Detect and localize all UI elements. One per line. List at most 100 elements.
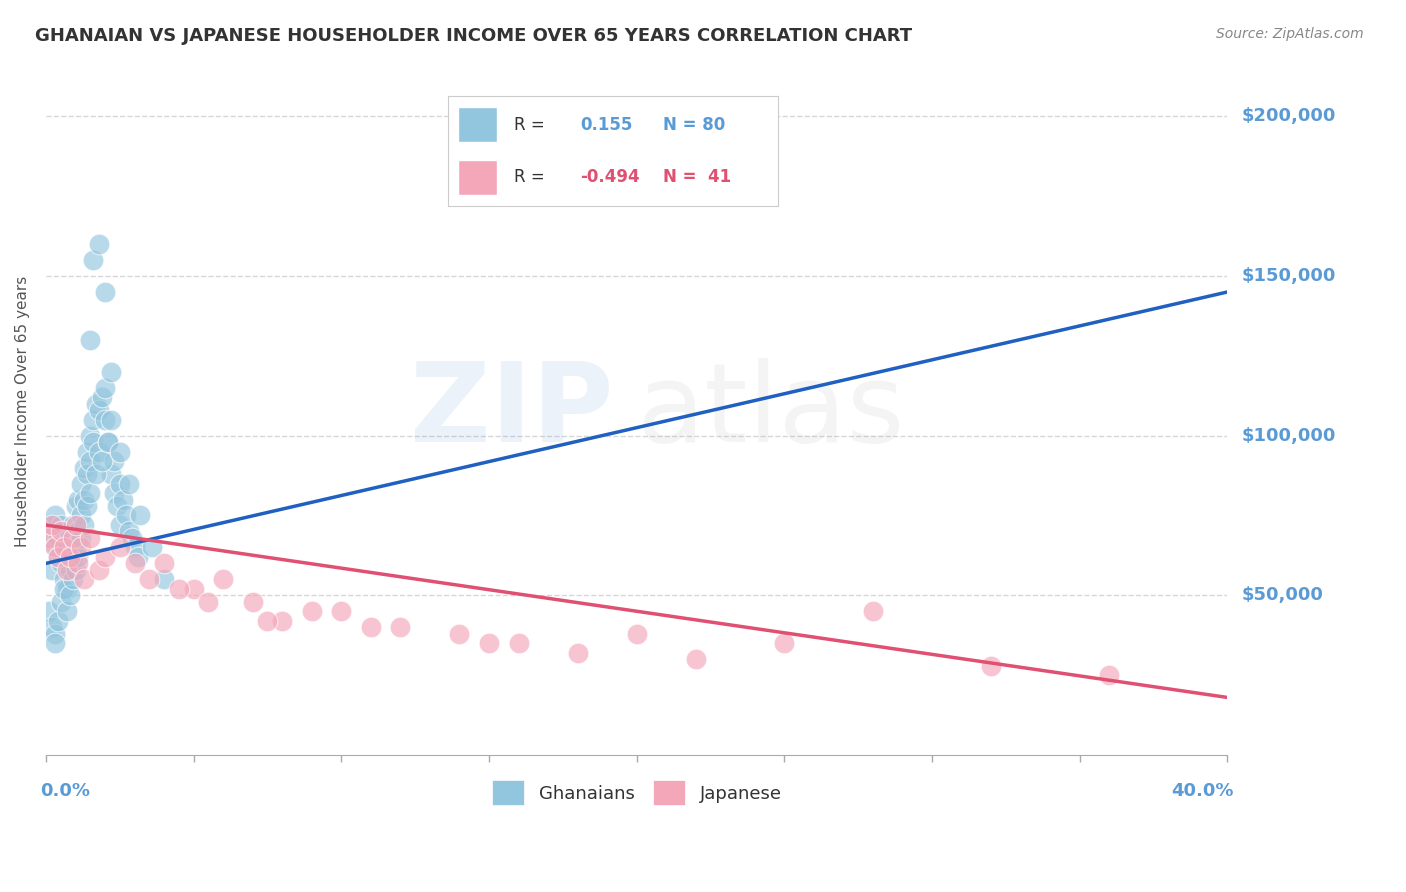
- Point: [52, 572, 75, 586]
- Text: ZIP: ZIP: [409, 359, 613, 466]
- Point: [100, 413, 122, 427]
- Point: [685, 652, 707, 666]
- Point: [330, 604, 353, 618]
- Point: [79, 454, 101, 468]
- Point: [256, 614, 278, 628]
- Point: [70, 531, 93, 545]
- Point: [108, 444, 131, 458]
- Text: Source: ZipAtlas.com: Source: ZipAtlas.com: [1216, 27, 1364, 41]
- Point: [65, 541, 87, 555]
- Text: $200,000: $200,000: [1241, 107, 1336, 126]
- Point: [79, 333, 101, 347]
- Point: [49, 518, 72, 533]
- Point: [44, 508, 66, 523]
- Point: [67, 492, 90, 507]
- Point: [73, 492, 96, 507]
- Point: [212, 572, 235, 586]
- Point: [108, 476, 131, 491]
- Point: [84, 397, 107, 411]
- Text: 40.0%: 40.0%: [1171, 782, 1233, 800]
- Point: [44, 541, 66, 555]
- Point: [100, 365, 122, 379]
- Point: [124, 541, 146, 555]
- Point: [567, 646, 589, 660]
- Point: [79, 428, 101, 442]
- Point: [41, 620, 63, 634]
- Point: [129, 508, 152, 523]
- Legend: Ghanaians, Japanese: Ghanaians, Japanese: [482, 771, 790, 814]
- Text: 0.0%: 0.0%: [39, 782, 90, 800]
- Point: [114, 508, 136, 523]
- Point: [55, 604, 77, 618]
- Point: [82, 435, 104, 450]
- Point: [59, 563, 82, 577]
- Point: [67, 549, 90, 564]
- Point: [41, 518, 63, 533]
- Point: [89, 403, 111, 417]
- Point: [70, 476, 93, 491]
- Point: [118, 476, 141, 491]
- Text: $50,000: $50,000: [1241, 586, 1323, 604]
- Point: [626, 626, 648, 640]
- Point: [94, 381, 117, 395]
- Point: [862, 604, 884, 618]
- Point: [62, 549, 84, 564]
- Point: [111, 492, 134, 507]
- Point: [141, 541, 163, 555]
- Text: $100,000: $100,000: [1241, 426, 1336, 444]
- Point: [127, 549, 149, 564]
- Point: [38, 604, 60, 618]
- Point: [478, 636, 501, 650]
- Point: [65, 563, 87, 577]
- Point: [389, 620, 412, 634]
- Point: [67, 557, 90, 571]
- Point: [59, 531, 82, 545]
- Point: [46, 614, 69, 628]
- Point: [41, 563, 63, 577]
- Point: [67, 524, 90, 539]
- Point: [73, 518, 96, 533]
- Point: [84, 467, 107, 481]
- Point: [55, 582, 77, 596]
- Point: [46, 531, 69, 545]
- Point: [97, 435, 120, 450]
- Point: [773, 636, 796, 650]
- Point: [38, 531, 60, 545]
- Point: [55, 563, 77, 577]
- Point: [89, 563, 111, 577]
- Point: [49, 557, 72, 571]
- Point: [89, 237, 111, 252]
- Point: [183, 582, 205, 596]
- Point: [153, 557, 176, 571]
- Point: [52, 524, 75, 539]
- Y-axis label: Householder Income Over 65 years: Householder Income Over 65 years: [15, 277, 30, 548]
- Point: [91, 390, 114, 404]
- Point: [508, 636, 530, 650]
- Point: [108, 518, 131, 533]
- Point: [121, 531, 143, 545]
- Point: [62, 572, 84, 586]
- Point: [108, 541, 131, 555]
- Point: [242, 595, 264, 609]
- Text: $150,000: $150,000: [1241, 267, 1336, 285]
- Point: [44, 636, 66, 650]
- Point: [65, 499, 87, 513]
- Point: [79, 486, 101, 500]
- Point: [103, 454, 125, 468]
- Point: [62, 531, 84, 545]
- Point: [52, 582, 75, 596]
- Point: [103, 486, 125, 500]
- Point: [44, 626, 66, 640]
- Point: [73, 460, 96, 475]
- Point: [167, 582, 190, 596]
- Point: [49, 524, 72, 539]
- Point: [449, 626, 471, 640]
- Point: [76, 444, 98, 458]
- Point: [197, 595, 219, 609]
- Point: [94, 413, 117, 427]
- Point: [59, 588, 82, 602]
- Point: [138, 572, 160, 586]
- Point: [41, 518, 63, 533]
- Point: [70, 541, 93, 555]
- Point: [62, 518, 84, 533]
